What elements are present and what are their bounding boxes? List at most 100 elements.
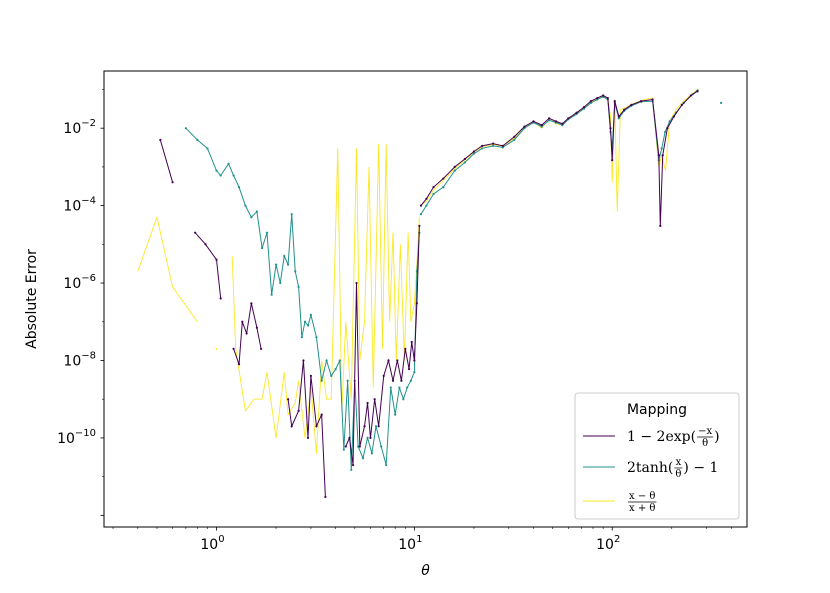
series-3-line-4 (420, 89, 698, 212)
series-2-point (184, 127, 187, 130)
series-2-point (346, 379, 349, 382)
series-2-point (215, 169, 218, 172)
series-3-line-1 (137, 215, 198, 323)
series-1-point (419, 204, 423, 207)
series-2-point (274, 263, 278, 266)
series-1-point (661, 154, 664, 157)
y-tick-label: 10−4 (63, 196, 96, 215)
series-1-point (320, 413, 323, 416)
series-1-point (672, 115, 676, 118)
series-1-point (396, 359, 399, 362)
series-1-point (432, 186, 435, 189)
legend-label-2: 2tanh(xθ) − 1 (627, 457, 718, 480)
series-2-point (320, 379, 323, 382)
series-1-point (418, 224, 421, 227)
series-2-point (290, 213, 293, 216)
plot-area: 100 101 102 10−10 10−8 10−6 10−4 10−2 (57, 70, 748, 553)
series-1-point (548, 117, 551, 120)
series-2-point (300, 336, 303, 339)
series-1-point (250, 302, 253, 305)
series-1-line-1 (159, 139, 174, 183)
series-2-point (330, 374, 333, 377)
series-1-point (561, 122, 564, 125)
series-2-point (283, 254, 286, 258)
series-2-point (279, 281, 282, 285)
series-2-point (491, 144, 495, 147)
series-1-point (391, 379, 395, 382)
svg-text:θ: θ (702, 438, 708, 449)
series-1-point (259, 347, 263, 350)
series-2-point (306, 324, 310, 327)
series-1-point (609, 127, 612, 130)
series-2-point (398, 386, 401, 389)
series-2-point (261, 246, 264, 250)
series-2-point (309, 313, 313, 317)
series-1-point (413, 359, 416, 362)
series-1-line-4 (287, 360, 326, 497)
series-2-point (361, 457, 365, 460)
series-1-point (554, 120, 558, 123)
series-1-point (241, 320, 244, 323)
series-1-point (532, 120, 535, 123)
series-1-point (159, 138, 162, 141)
legend-frame (574, 392, 740, 520)
series-1-point (657, 154, 660, 157)
series-1 (159, 90, 699, 498)
series-1-point (617, 115, 620, 118)
series-1-point (366, 401, 369, 405)
series-2-point (294, 270, 297, 273)
series-2-point (350, 468, 353, 471)
series-1-point (358, 445, 361, 448)
svg-text:θ: θ (675, 469, 681, 480)
series-1-point (613, 100, 616, 103)
svg-text:x + θ: x + θ (629, 503, 655, 514)
series-2-point (325, 359, 328, 362)
legend-title: Mapping (627, 402, 687, 418)
series-1-point (363, 425, 366, 428)
series-1-point (410, 340, 413, 344)
series-1-point (315, 425, 318, 428)
series-2-point (472, 152, 476, 155)
series-1-point (540, 124, 543, 127)
y-axis-ticks: 10−10 10−8 10−6 10−4 10−2 (57, 89, 104, 516)
series-2-point (374, 425, 378, 428)
series-2-point (425, 204, 428, 207)
series-2-point (270, 293, 273, 296)
series-1-point (602, 94, 605, 97)
series-2-point (432, 192, 435, 196)
series-1-point (348, 436, 351, 440)
series-1-point (680, 103, 683, 106)
series-2-point (232, 174, 235, 177)
series-2-point (660, 147, 663, 150)
x-axis-label: θ (421, 563, 430, 579)
series-1-point (245, 332, 248, 335)
series-2-point (380, 445, 383, 448)
svg-text:): ) (714, 429, 719, 445)
y-axis-label: Absolute Error (24, 249, 40, 349)
series-1-line-2 (194, 232, 222, 299)
series-1-point (373, 398, 376, 401)
series-2-point (501, 146, 504, 149)
series-2-point (389, 386, 392, 389)
series-1-point (382, 374, 385, 377)
series-1-point (400, 379, 403, 382)
series-1-point (219, 297, 222, 300)
series-2-point (413, 371, 416, 374)
series-1-point (491, 142, 495, 145)
svg-text:2tanh(: 2tanh( (627, 460, 673, 476)
series-1-point (442, 177, 445, 180)
series-1-point (232, 347, 235, 350)
series-1-point (611, 158, 614, 162)
series-2-point (548, 119, 551, 122)
series-2-point (237, 186, 241, 189)
y-tick-label: 10−8 (63, 350, 96, 369)
y-tick-label: 10−10 (57, 428, 96, 447)
legend-label-3: x − θx + θ (628, 491, 657, 514)
series-1-point (237, 363, 241, 366)
series-1-point (630, 103, 633, 106)
series-2-point (357, 445, 360, 448)
series-2-point (617, 117, 620, 120)
series-1-point (481, 144, 484, 147)
